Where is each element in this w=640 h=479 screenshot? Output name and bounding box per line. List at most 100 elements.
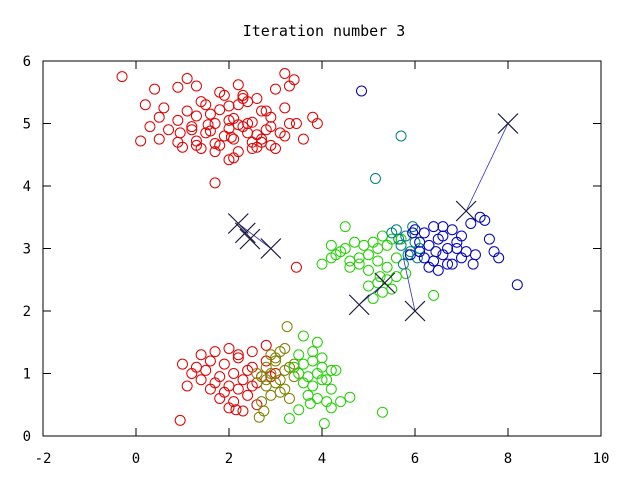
data-point: [181, 105, 193, 117]
data-point: [237, 121, 249, 133]
data-point: [395, 239, 407, 251]
data-point: [149, 83, 161, 95]
data-point: [190, 80, 202, 92]
x-tick-label: 10: [593, 451, 610, 467]
data-point: [321, 374, 333, 386]
data-point: [270, 143, 281, 154]
data-point: [290, 118, 302, 129]
data-point: [344, 391, 356, 403]
data-point: [270, 352, 281, 364]
data-point: [190, 139, 202, 151]
data-point: [204, 383, 216, 395]
centroid-marker: [227, 213, 249, 234]
data-point: [186, 368, 198, 379]
data-point: [228, 133, 240, 145]
data-point: [202, 119, 214, 131]
data-point: [260, 339, 272, 351]
data-point: [281, 321, 293, 333]
data-point: [414, 246, 426, 258]
data-point: [451, 243, 463, 254]
data-point: [172, 81, 184, 93]
data-point: [274, 386, 286, 398]
y-tick-label: 4: [23, 179, 31, 195]
y-tick-label: 5: [23, 117, 31, 133]
centroid-path: [465, 123, 509, 212]
data-point: [228, 368, 240, 379]
data-point: [293, 349, 305, 361]
x-tick-label: 4: [318, 451, 326, 467]
data-point: [428, 289, 440, 301]
data-point: [204, 125, 216, 137]
data-point: [316, 258, 328, 270]
data-point: [177, 141, 188, 153]
data-point: [376, 230, 388, 242]
data-point: [223, 114, 235, 126]
data-point: [218, 358, 230, 370]
data-point: [304, 398, 316, 409]
centroid-marker: [404, 300, 426, 322]
data-point: [325, 364, 337, 376]
data-point: [358, 239, 370, 251]
data-point: [237, 405, 249, 417]
data-point: [225, 131, 237, 143]
data-point: [228, 152, 240, 164]
data-point: [390, 271, 402, 283]
data-point: [283, 413, 295, 424]
data-point: [195, 96, 207, 108]
data-point: [246, 116, 258, 128]
data-point: [316, 352, 328, 364]
data-point: [246, 143, 258, 154]
data-point: [363, 264, 374, 276]
data-point: [423, 239, 435, 251]
data-point: [307, 380, 319, 392]
data-point: [265, 111, 277, 123]
data-point: [311, 118, 323, 129]
centroid-path: [238, 223, 272, 249]
data-point: [330, 364, 342, 376]
data-point: [330, 249, 342, 261]
chart-title: Iteration number 3: [243, 22, 406, 40]
data-point: [260, 374, 272, 386]
data-point: [135, 135, 147, 147]
data-point: [353, 252, 365, 264]
centroid-marker: [234, 222, 256, 244]
data-point: [409, 224, 421, 236]
data-point: [316, 374, 328, 386]
data-point: [253, 411, 265, 423]
data-point: [190, 135, 202, 147]
data-point: [339, 243, 351, 254]
x-tick-label: 6: [411, 451, 419, 467]
centroid-marker: [497, 113, 519, 134]
data-point: [325, 402, 337, 414]
data-point: [386, 233, 398, 245]
data-point: [204, 355, 216, 367]
data-point: [153, 111, 165, 123]
data-point: [283, 118, 295, 129]
data-point: [451, 236, 463, 248]
data-point: [437, 221, 449, 233]
data-point: [307, 355, 319, 367]
data-point: [395, 130, 407, 142]
data-point: [209, 346, 221, 358]
centroid-marker: [239, 228, 261, 250]
data-point: [237, 89, 249, 101]
data-point: [283, 80, 295, 92]
data-point: [270, 83, 281, 95]
plot-marks: [116, 68, 523, 429]
data-point: [186, 124, 198, 136]
data-point: [511, 279, 523, 291]
data-point: [242, 389, 254, 401]
data-point: [232, 352, 244, 364]
y-tick-label: 0: [23, 429, 31, 445]
data-point: [369, 173, 381, 184]
centroid-marker: [374, 272, 396, 294]
data-point: [469, 249, 481, 261]
data-point: [465, 218, 477, 229]
data-point: [218, 130, 230, 142]
data-point: [279, 102, 291, 114]
data-point: [386, 227, 398, 239]
data-point: [223, 100, 235, 112]
x-tick-label: 8: [504, 451, 512, 467]
